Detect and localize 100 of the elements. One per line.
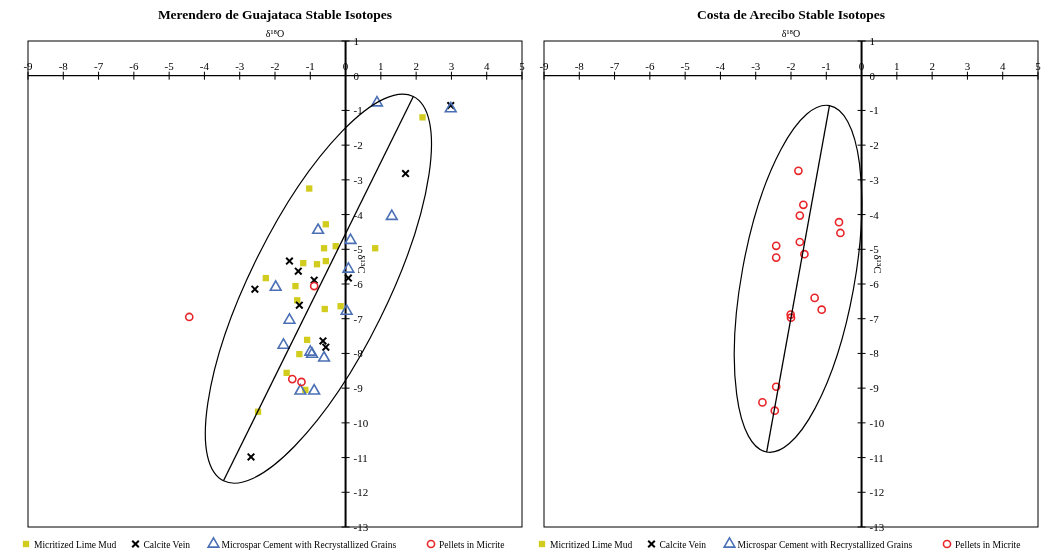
legend-label: Micritized Lime Mud: [34, 540, 117, 550]
point: [292, 282, 299, 290]
x-tick-label: -5: [164, 59, 175, 72]
x-tick-label: -9: [539, 59, 550, 72]
x-tick-label: -1: [821, 59, 831, 72]
point: [800, 249, 809, 259]
y-tick-label: -13: [869, 521, 885, 533]
y-tick-label: -5: [869, 243, 880, 256]
point: [340, 304, 353, 315]
y-tick-label: -12: [353, 486, 369, 499]
x-tick-label: 2: [929, 59, 935, 72]
y-tick-label: -1: [353, 104, 363, 117]
x-tick-label: -3: [751, 59, 761, 72]
point: [311, 223, 325, 235]
point: [306, 185, 313, 192]
legend-label: Micritized Lime Mud: [550, 540, 633, 550]
y-tick-label: -2: [353, 139, 363, 152]
x-tick-label: -8: [58, 59, 69, 72]
x-tick-label: -4: [199, 59, 210, 72]
point: [296, 350, 303, 358]
point: [419, 114, 426, 121]
x-tick-label: -5: [680, 59, 691, 72]
legend-label: Calcite Vein: [143, 540, 191, 550]
point: [834, 217, 844, 227]
point: [758, 398, 767, 407]
x-tick-label: -7: [609, 59, 620, 72]
point: [337, 303, 344, 310]
y-tick-label: 1: [869, 35, 876, 47]
point: [798, 200, 808, 210]
point: [320, 245, 328, 252]
point: [836, 228, 845, 238]
point: [795, 211, 805, 220]
y-tick-label: 1: [353, 35, 360, 47]
point: [287, 374, 297, 384]
point: [295, 300, 304, 310]
point: [277, 338, 290, 349]
chart-title: Merendero de Guajataca Stable Isotopes: [157, 7, 393, 22]
point: [309, 281, 319, 291]
x-tick-label: -4: [715, 59, 726, 72]
x-tick-label: -6: [129, 59, 139, 72]
point: [283, 369, 290, 377]
point: [817, 305, 827, 315]
point: [771, 241, 781, 251]
x-tick-label: -7: [93, 59, 104, 72]
y-tick-label: -12: [869, 486, 885, 499]
x-tick-label: 2: [413, 59, 419, 72]
x-tick-label: 1: [894, 59, 900, 72]
point: [262, 274, 269, 282]
point: [309, 275, 319, 285]
point: [307, 383, 321, 395]
y-tick-label: -6: [869, 278, 880, 290]
point: [401, 169, 410, 178]
x-tick-label: -3: [235, 59, 245, 72]
legend-label: Microspar Cement with Recrystallized Grains: [737, 540, 913, 550]
point: [770, 406, 780, 416]
x-axis-title: δ¹⁸O: [265, 28, 285, 39]
point: [322, 221, 329, 228]
y-tick-label: -11: [353, 451, 368, 464]
x-tick-label: -8: [574, 59, 585, 72]
point: [344, 273, 353, 283]
y-tick-label: -4: [869, 208, 880, 221]
point: [771, 253, 781, 262]
point: [321, 305, 328, 313]
y-axis-title: δ¹³C: [355, 254, 368, 274]
point: [285, 256, 294, 266]
point: [246, 452, 256, 462]
legend-label: Microspar Cement with Recrystallized Grains: [221, 540, 397, 550]
y-tick-label: -6: [353, 278, 364, 290]
point: [283, 313, 296, 324]
point: [342, 262, 355, 273]
point: [372, 245, 379, 252]
legend-label: Calcite Vein: [659, 540, 707, 550]
y-tick-label: -8: [869, 347, 880, 360]
point: [385, 209, 398, 221]
y-tick-label: -5: [353, 243, 364, 256]
point: [786, 310, 796, 319]
point: [794, 166, 803, 176]
y-tick-label: -10: [353, 416, 369, 429]
point: [250, 284, 260, 294]
point: [771, 382, 781, 392]
legend-label: Pellets in Micrite: [955, 540, 1021, 550]
x-tick-label: 4: [483, 59, 490, 72]
y-tick-label: -10: [869, 416, 885, 429]
point: [344, 233, 357, 245]
y-tick-label: -7: [353, 312, 364, 325]
point: [297, 377, 306, 387]
x-tick-label: -2: [786, 59, 796, 72]
x-tick-label: 5: [1035, 59, 1042, 72]
legend-label: Pellets in Micrite: [439, 540, 505, 550]
point: [313, 261, 321, 268]
point: [294, 266, 303, 276]
point: [317, 350, 331, 362]
point: [269, 280, 282, 292]
chart-title: Costa de Arecibo Stable Isotopes: [696, 7, 886, 22]
y-tick-label: -3: [869, 173, 880, 186]
x-tick-label: 5: [519, 59, 526, 72]
point: [184, 312, 194, 322]
point: [294, 383, 307, 395]
x-tick-label: -9: [23, 59, 34, 72]
y-tick-label: -7: [869, 312, 880, 325]
